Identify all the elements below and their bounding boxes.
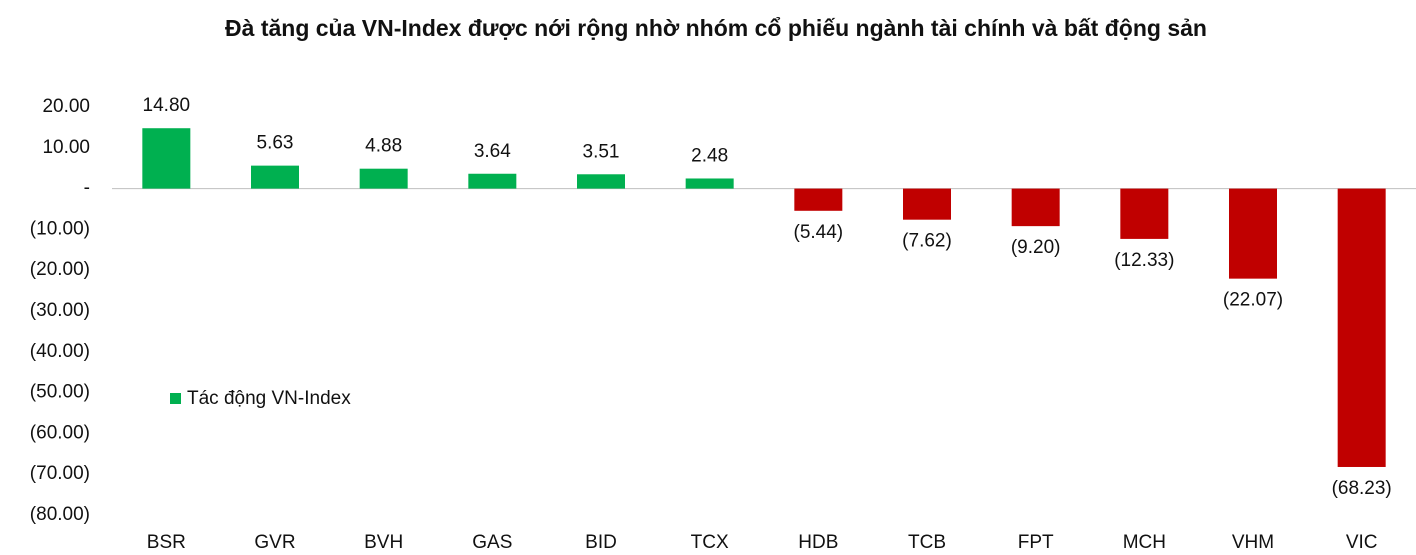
x-tick-label: BSR bbox=[147, 532, 186, 553]
data-label: (9.20) bbox=[1011, 237, 1061, 258]
x-tick-label: GAS bbox=[472, 532, 512, 553]
bar bbox=[251, 165, 299, 189]
y-tick-label: 20.00 bbox=[42, 96, 90, 117]
y-tick-label: 10.00 bbox=[42, 137, 90, 158]
chart-title: Đà tăng của VN-Index được nới rộng nhờ n… bbox=[225, 15, 1207, 41]
data-label: 14.80 bbox=[143, 95, 191, 116]
x-tick-label: FPT bbox=[1018, 532, 1054, 553]
y-tick-label: - bbox=[84, 178, 90, 199]
y-tick-label: (20.00) bbox=[30, 259, 90, 280]
bar bbox=[359, 168, 408, 189]
bar bbox=[1229, 188, 1277, 279]
legend-swatch bbox=[170, 393, 181, 404]
bar bbox=[903, 188, 951, 220]
bar bbox=[1337, 188, 1386, 467]
data-label: 3.64 bbox=[474, 141, 511, 162]
data-label: (68.23) bbox=[1332, 478, 1392, 499]
data-label: (5.44) bbox=[794, 222, 844, 243]
legend-label: Tác động VN-Index bbox=[187, 388, 351, 409]
x-tick-label: BVH bbox=[364, 532, 403, 553]
data-label: (7.62) bbox=[902, 231, 952, 252]
x-tick-label: HDB bbox=[798, 532, 838, 553]
x-tick-label: VHM bbox=[1232, 532, 1274, 553]
bar bbox=[794, 188, 843, 211]
x-tick-label: VIC bbox=[1346, 532, 1378, 553]
bar bbox=[577, 174, 625, 189]
bar bbox=[142, 128, 191, 189]
data-label: 2.48 bbox=[691, 145, 728, 166]
bar bbox=[468, 173, 517, 189]
data-label: (22.07) bbox=[1223, 290, 1283, 311]
y-tick-label: (60.00) bbox=[30, 422, 90, 443]
data-label: (12.33) bbox=[1114, 250, 1174, 271]
data-label: 5.63 bbox=[257, 133, 294, 154]
y-tick-label: (80.00) bbox=[30, 504, 90, 525]
data-label: 3.51 bbox=[583, 141, 620, 162]
x-tick-label: TCX bbox=[691, 532, 729, 553]
x-tick-label: GVR bbox=[254, 532, 295, 553]
y-tick-label: (40.00) bbox=[30, 341, 90, 362]
bar bbox=[1120, 188, 1169, 239]
y-tick-label: (70.00) bbox=[30, 463, 90, 484]
data-label: 4.88 bbox=[365, 136, 402, 157]
x-tick-label: MCH bbox=[1123, 532, 1166, 553]
x-tick-label: TCB bbox=[908, 532, 946, 553]
y-tick-label: (50.00) bbox=[30, 382, 90, 403]
bar bbox=[1011, 188, 1060, 227]
x-tick-label: BID bbox=[585, 532, 617, 553]
y-tick-label: (30.00) bbox=[30, 300, 90, 321]
y-tick-label: (10.00) bbox=[30, 218, 90, 239]
bar bbox=[685, 178, 734, 189]
